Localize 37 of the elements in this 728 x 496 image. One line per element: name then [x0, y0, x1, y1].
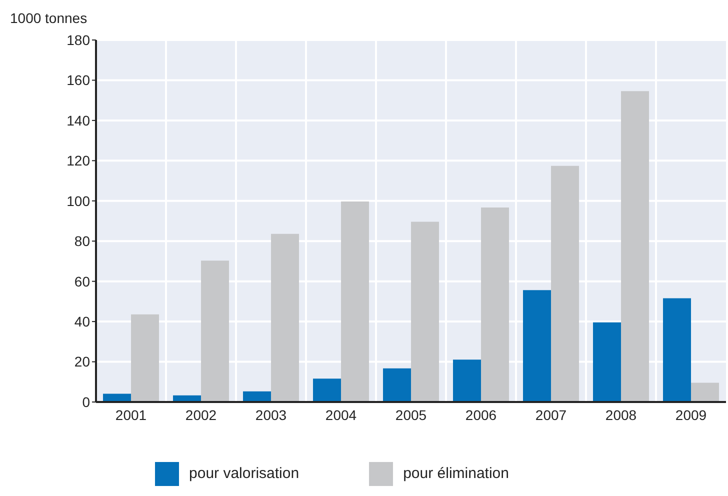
- bar: [593, 322, 621, 402]
- bar: [663, 298, 691, 402]
- y-tick-label: 60: [74, 273, 90, 290]
- x-tick-label: 2003: [255, 406, 287, 423]
- y-tick-label: 80: [74, 233, 90, 250]
- bar: [453, 360, 481, 402]
- y-tick-label: 100: [66, 192, 90, 209]
- y-tick-label: 120: [66, 152, 90, 169]
- y-tick-label: 160: [66, 72, 90, 88]
- x-tick-label: 2007: [535, 406, 567, 423]
- bar: [481, 208, 509, 402]
- bar: [411, 222, 439, 402]
- x-tick-label: 2008: [605, 406, 637, 423]
- bar: [551, 166, 579, 402]
- legend-label: pour valorisation: [189, 464, 300, 482]
- y-tick-label: 20: [74, 354, 90, 370]
- bar: [621, 91, 649, 402]
- y-tick-label: 0: [82, 394, 90, 410]
- x-tick-label: 2005: [395, 406, 427, 423]
- bar: [523, 290, 551, 402]
- x-tick-label: 2004: [325, 406, 357, 423]
- x-tick-label: 2006: [465, 406, 497, 423]
- x-tick-label: 2001: [115, 406, 147, 423]
- bar: [201, 260, 229, 402]
- y-tick-label: 180: [66, 32, 90, 48]
- bar: [691, 382, 719, 402]
- y-axis-title: 1000 tonnes: [10, 10, 88, 26]
- x-tick-label: 2009: [675, 406, 707, 423]
- legend-label: pour élimination: [403, 464, 509, 482]
- bar: [383, 368, 411, 402]
- bar: [271, 234, 299, 402]
- x-tick-label: 2002: [185, 406, 217, 423]
- bar: [313, 378, 341, 402]
- y-tick-label: 40: [74, 314, 90, 330]
- bar: [341, 201, 369, 402]
- y-tick-label: 140: [66, 112, 90, 128]
- bar: [131, 314, 159, 402]
